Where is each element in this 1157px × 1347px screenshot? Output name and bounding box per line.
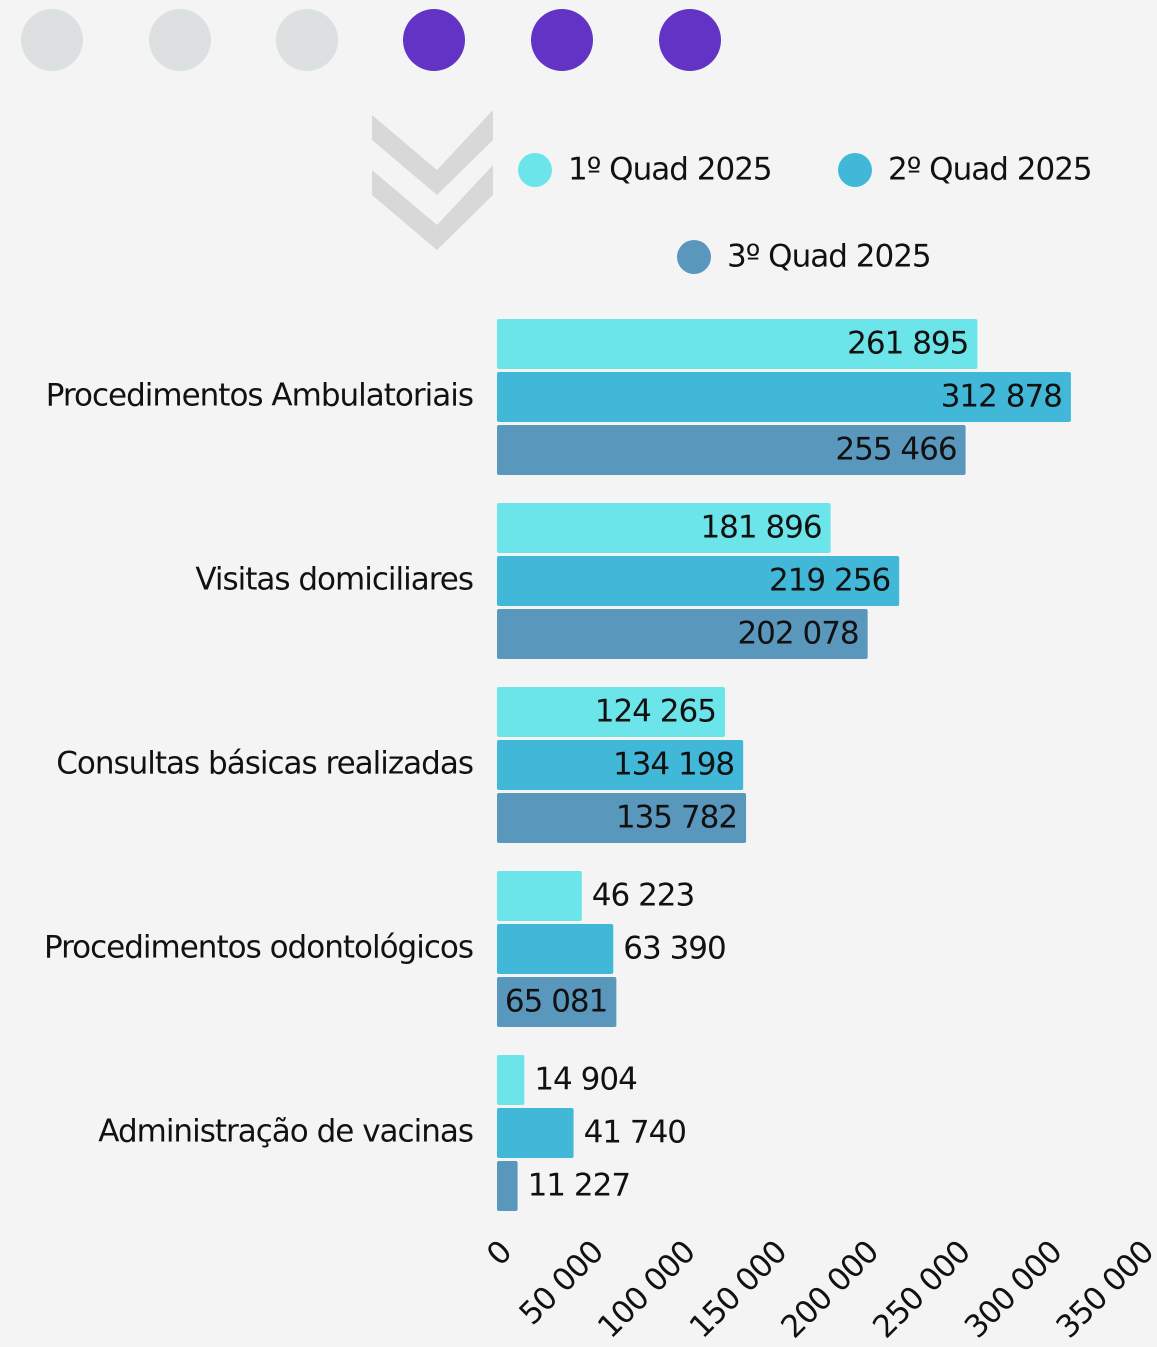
- legend-swatch: [677, 240, 711, 274]
- bar: [497, 372, 1071, 422]
- step-dot: [403, 9, 465, 71]
- value-label: 11 227: [528, 1168, 630, 1204]
- bar: [497, 1055, 525, 1105]
- x-tick-label: 0: [480, 1234, 519, 1273]
- bar: [497, 1161, 518, 1211]
- chevron-icon: [372, 110, 493, 250]
- x-tick-label: 350 000: [1050, 1234, 1157, 1345]
- category-label: Consultas básicas realizadas: [56, 746, 473, 782]
- x-tick-label: 100 000: [591, 1234, 702, 1345]
- x-tick-label: 300 000: [958, 1234, 1069, 1345]
- legend-label: 1º Quad 2025: [568, 152, 772, 188]
- value-label: 63 390: [623, 931, 725, 967]
- legend-swatch: [838, 153, 872, 187]
- value-label: 65 081: [505, 984, 607, 1020]
- bar: [497, 503, 831, 553]
- bar: [497, 687, 725, 737]
- legend-label: 2º Quad 2025: [888, 152, 1092, 188]
- bar: [497, 609, 868, 659]
- step-dot: [21, 9, 83, 71]
- value-label: 255 466: [835, 432, 956, 468]
- bar: [497, 740, 744, 790]
- bar: [497, 319, 978, 369]
- value-label: 134 198: [613, 747, 734, 783]
- value-label: 312 878: [941, 379, 1062, 415]
- value-label: 219 256: [769, 563, 890, 599]
- x-tick-label: 250 000: [866, 1234, 977, 1345]
- category-label: Procedimentos Ambulatoriais: [46, 378, 473, 414]
- value-label: 14 904: [534, 1062, 636, 1098]
- category-label: Procedimentos odontológicos: [44, 930, 473, 966]
- bar: [497, 425, 966, 475]
- step-dots: [21, 9, 721, 71]
- bar: [497, 871, 582, 921]
- step-dot: [659, 9, 721, 71]
- bar: [497, 977, 617, 1027]
- category-label: Administração de vacinas: [98, 1114, 473, 1150]
- x-tick-label: 150 000: [683, 1234, 794, 1345]
- bar: [497, 556, 900, 606]
- value-label: 41 740: [584, 1115, 686, 1151]
- category-label: Visitas domiciliares: [195, 562, 473, 598]
- bar: [497, 793, 747, 843]
- legend-label: 3º Quad 2025: [727, 239, 931, 275]
- step-dot: [149, 9, 211, 71]
- bar: [497, 1108, 574, 1158]
- x-tick-label: 200 000: [774, 1234, 885, 1345]
- legend-swatch: [518, 153, 552, 187]
- bar: [497, 924, 614, 974]
- value-label: 202 078: [737, 616, 858, 652]
- value-label: 46 223: [592, 878, 694, 914]
- value-label: 124 265: [595, 694, 716, 730]
- step-dot: [531, 9, 593, 71]
- step-dot: [276, 9, 338, 71]
- value-label: 181 896: [700, 510, 821, 546]
- value-label: 261 895: [847, 326, 968, 362]
- value-label: 135 782: [616, 800, 737, 836]
